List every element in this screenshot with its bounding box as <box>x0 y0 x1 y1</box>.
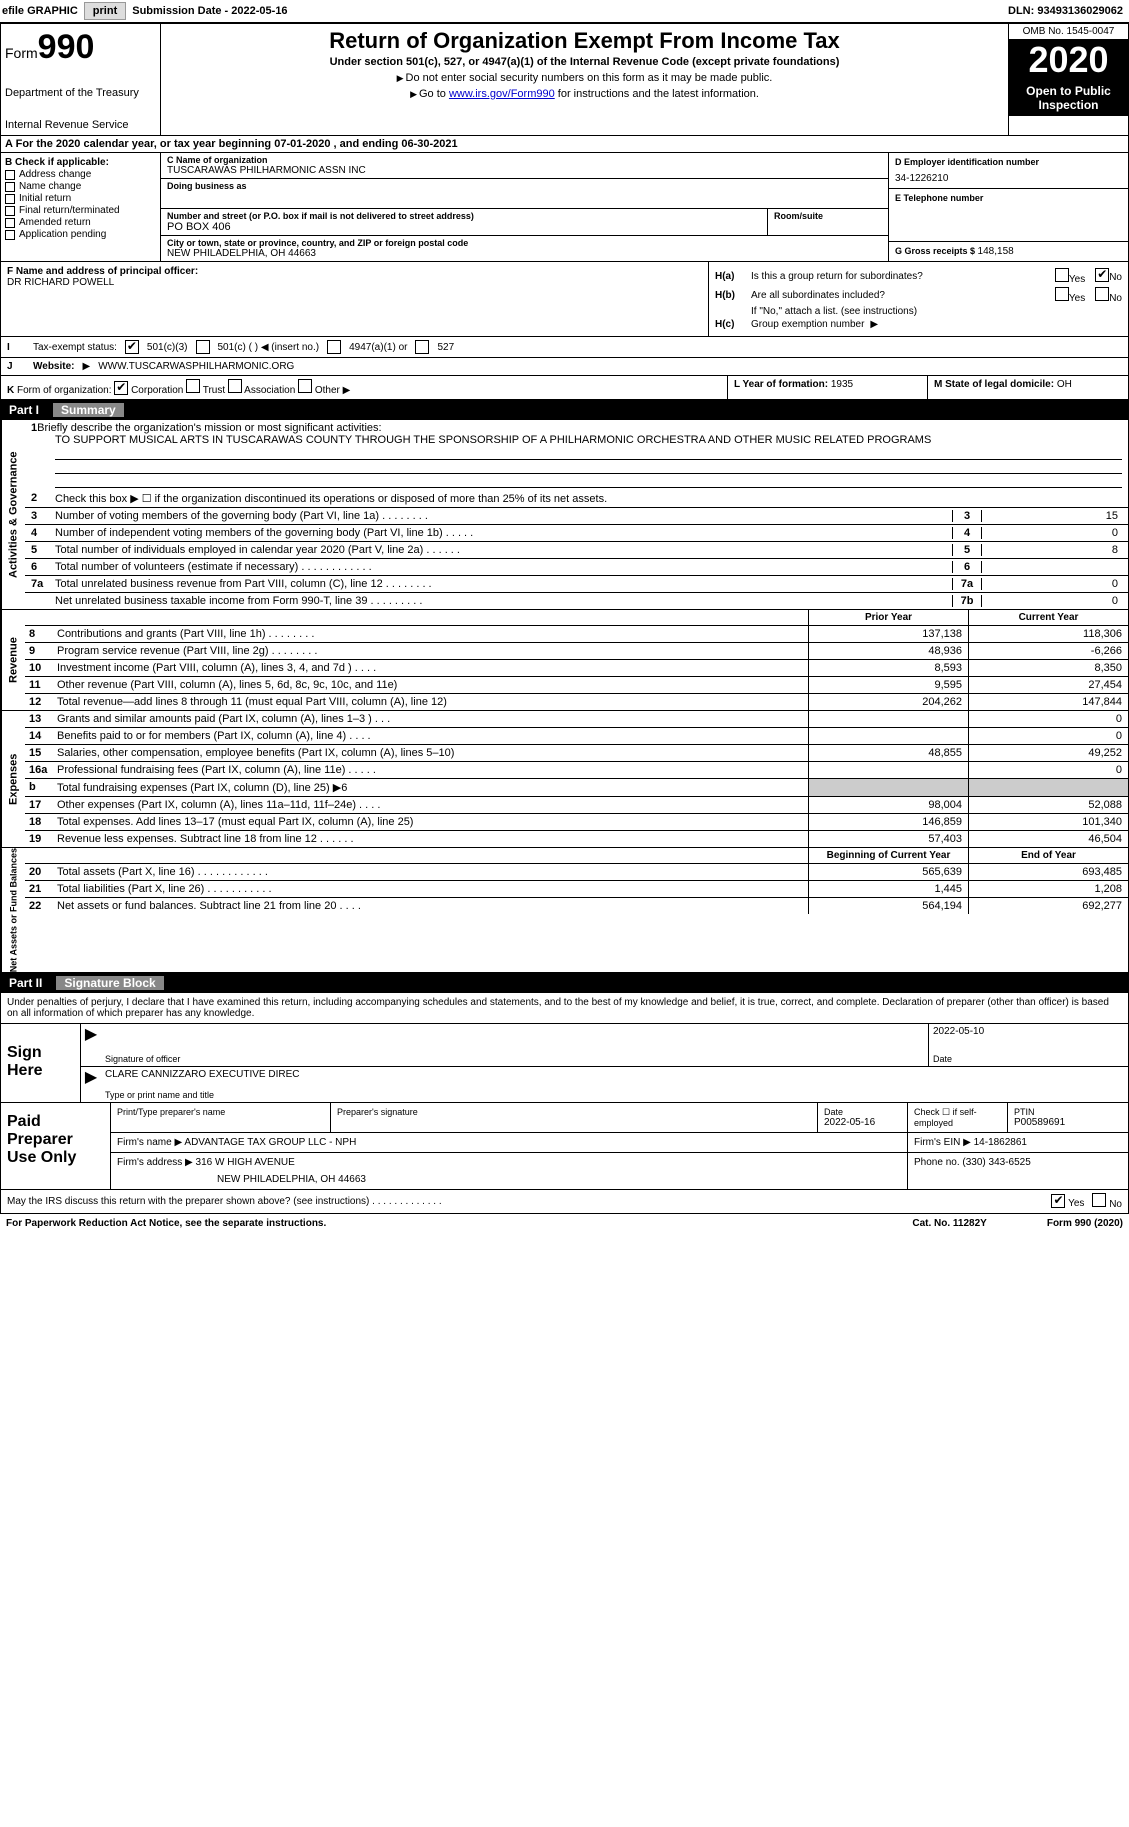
irs-link[interactable]: www.irs.gov/Form990 <box>449 88 555 100</box>
chk-corp[interactable] <box>114 381 128 395</box>
row-l: L Year of formation: 1935 <box>728 376 928 399</box>
hb-yes[interactable] <box>1055 287 1069 301</box>
discuss-yes[interactable] <box>1051 1194 1065 1208</box>
row-k: K Form of organization: Corporation Trus… <box>1 376 728 399</box>
chk-501c[interactable] <box>196 340 210 354</box>
row-j: JWebsite: ▶ WWW.TUSCARWASPHILHARMONIC.OR… <box>0 358 1129 376</box>
chk-501c3[interactable] <box>125 340 139 354</box>
page-footer: For Paperwork Reduction Act Notice, see … <box>0 1214 1129 1233</box>
hb-no[interactable] <box>1095 287 1109 301</box>
form-title-block: Return of Organization Exempt From Incom… <box>161 24 1008 135</box>
tab-governance: Activities & Governance <box>1 420 25 609</box>
sign-here-label: Sign Here <box>1 1024 81 1102</box>
row-i: ITax-exempt status: 501(c)(3) 501(c) ( )… <box>0 337 1129 358</box>
sub-date-label: Submission Date - 2022-05-16 <box>132 5 287 17</box>
print-button[interactable]: print <box>84 2 126 20</box>
tab-expenses: Expenses <box>1 711 25 847</box>
tab-netassets: Net Assets or Fund Balances <box>1 848 25 972</box>
chk-pending[interactable] <box>5 230 15 240</box>
chk-527[interactable] <box>415 340 429 354</box>
ha-no[interactable] <box>1095 268 1109 282</box>
form-id-block: Form990 Department of the Treasury Inter… <box>1 24 161 135</box>
chk-4947[interactable] <box>327 340 341 354</box>
box-d: D Employer identification number34-12262… <box>888 153 1128 261</box>
chk-address[interactable] <box>5 170 15 180</box>
paid-preparer-label: Paid Preparer Use Only <box>1 1103 111 1189</box>
dln: DLN: 93493136029062 <box>1008 5 1127 17</box>
chk-amended[interactable] <box>5 218 15 228</box>
discuss-no[interactable] <box>1092 1193 1106 1207</box>
part1-header: Part I Summary <box>0 400 1129 420</box>
chk-other[interactable] <box>298 379 312 393</box>
chk-trust[interactable] <box>186 379 200 393</box>
form-year-block: OMB No. 1545-0047 2020 Open to Public In… <box>1008 24 1128 135</box>
box-f: F Name and address of principal officer:… <box>1 262 708 336</box>
box-b: B Check if applicable: Address change Na… <box>1 153 161 261</box>
part2-header: Part II Signature Block <box>0 973 1129 993</box>
tax-period: A For the 2020 calendar year, or tax yea… <box>0 136 1129 153</box>
row-m: M State of legal domicile: OH <box>928 376 1128 399</box>
chk-name[interactable] <box>5 182 15 192</box>
efile-label: efile GRAPHIC <box>2 5 78 17</box>
chk-final[interactable] <box>5 206 15 216</box>
sig-declaration: Under penalties of perjury, I declare th… <box>1 993 1128 1023</box>
box-h: H(a)Is this a group return for subordina… <box>708 262 1128 336</box>
chk-initial[interactable] <box>5 194 15 204</box>
tab-revenue: Revenue <box>1 610 25 710</box>
box-c: C Name of organizationTUSCARAWAS PHILHAR… <box>161 153 888 261</box>
ha-yes[interactable] <box>1055 268 1069 282</box>
discuss-row: May the IRS discuss this return with the… <box>0 1190 1129 1214</box>
chk-assoc[interactable] <box>228 379 242 393</box>
